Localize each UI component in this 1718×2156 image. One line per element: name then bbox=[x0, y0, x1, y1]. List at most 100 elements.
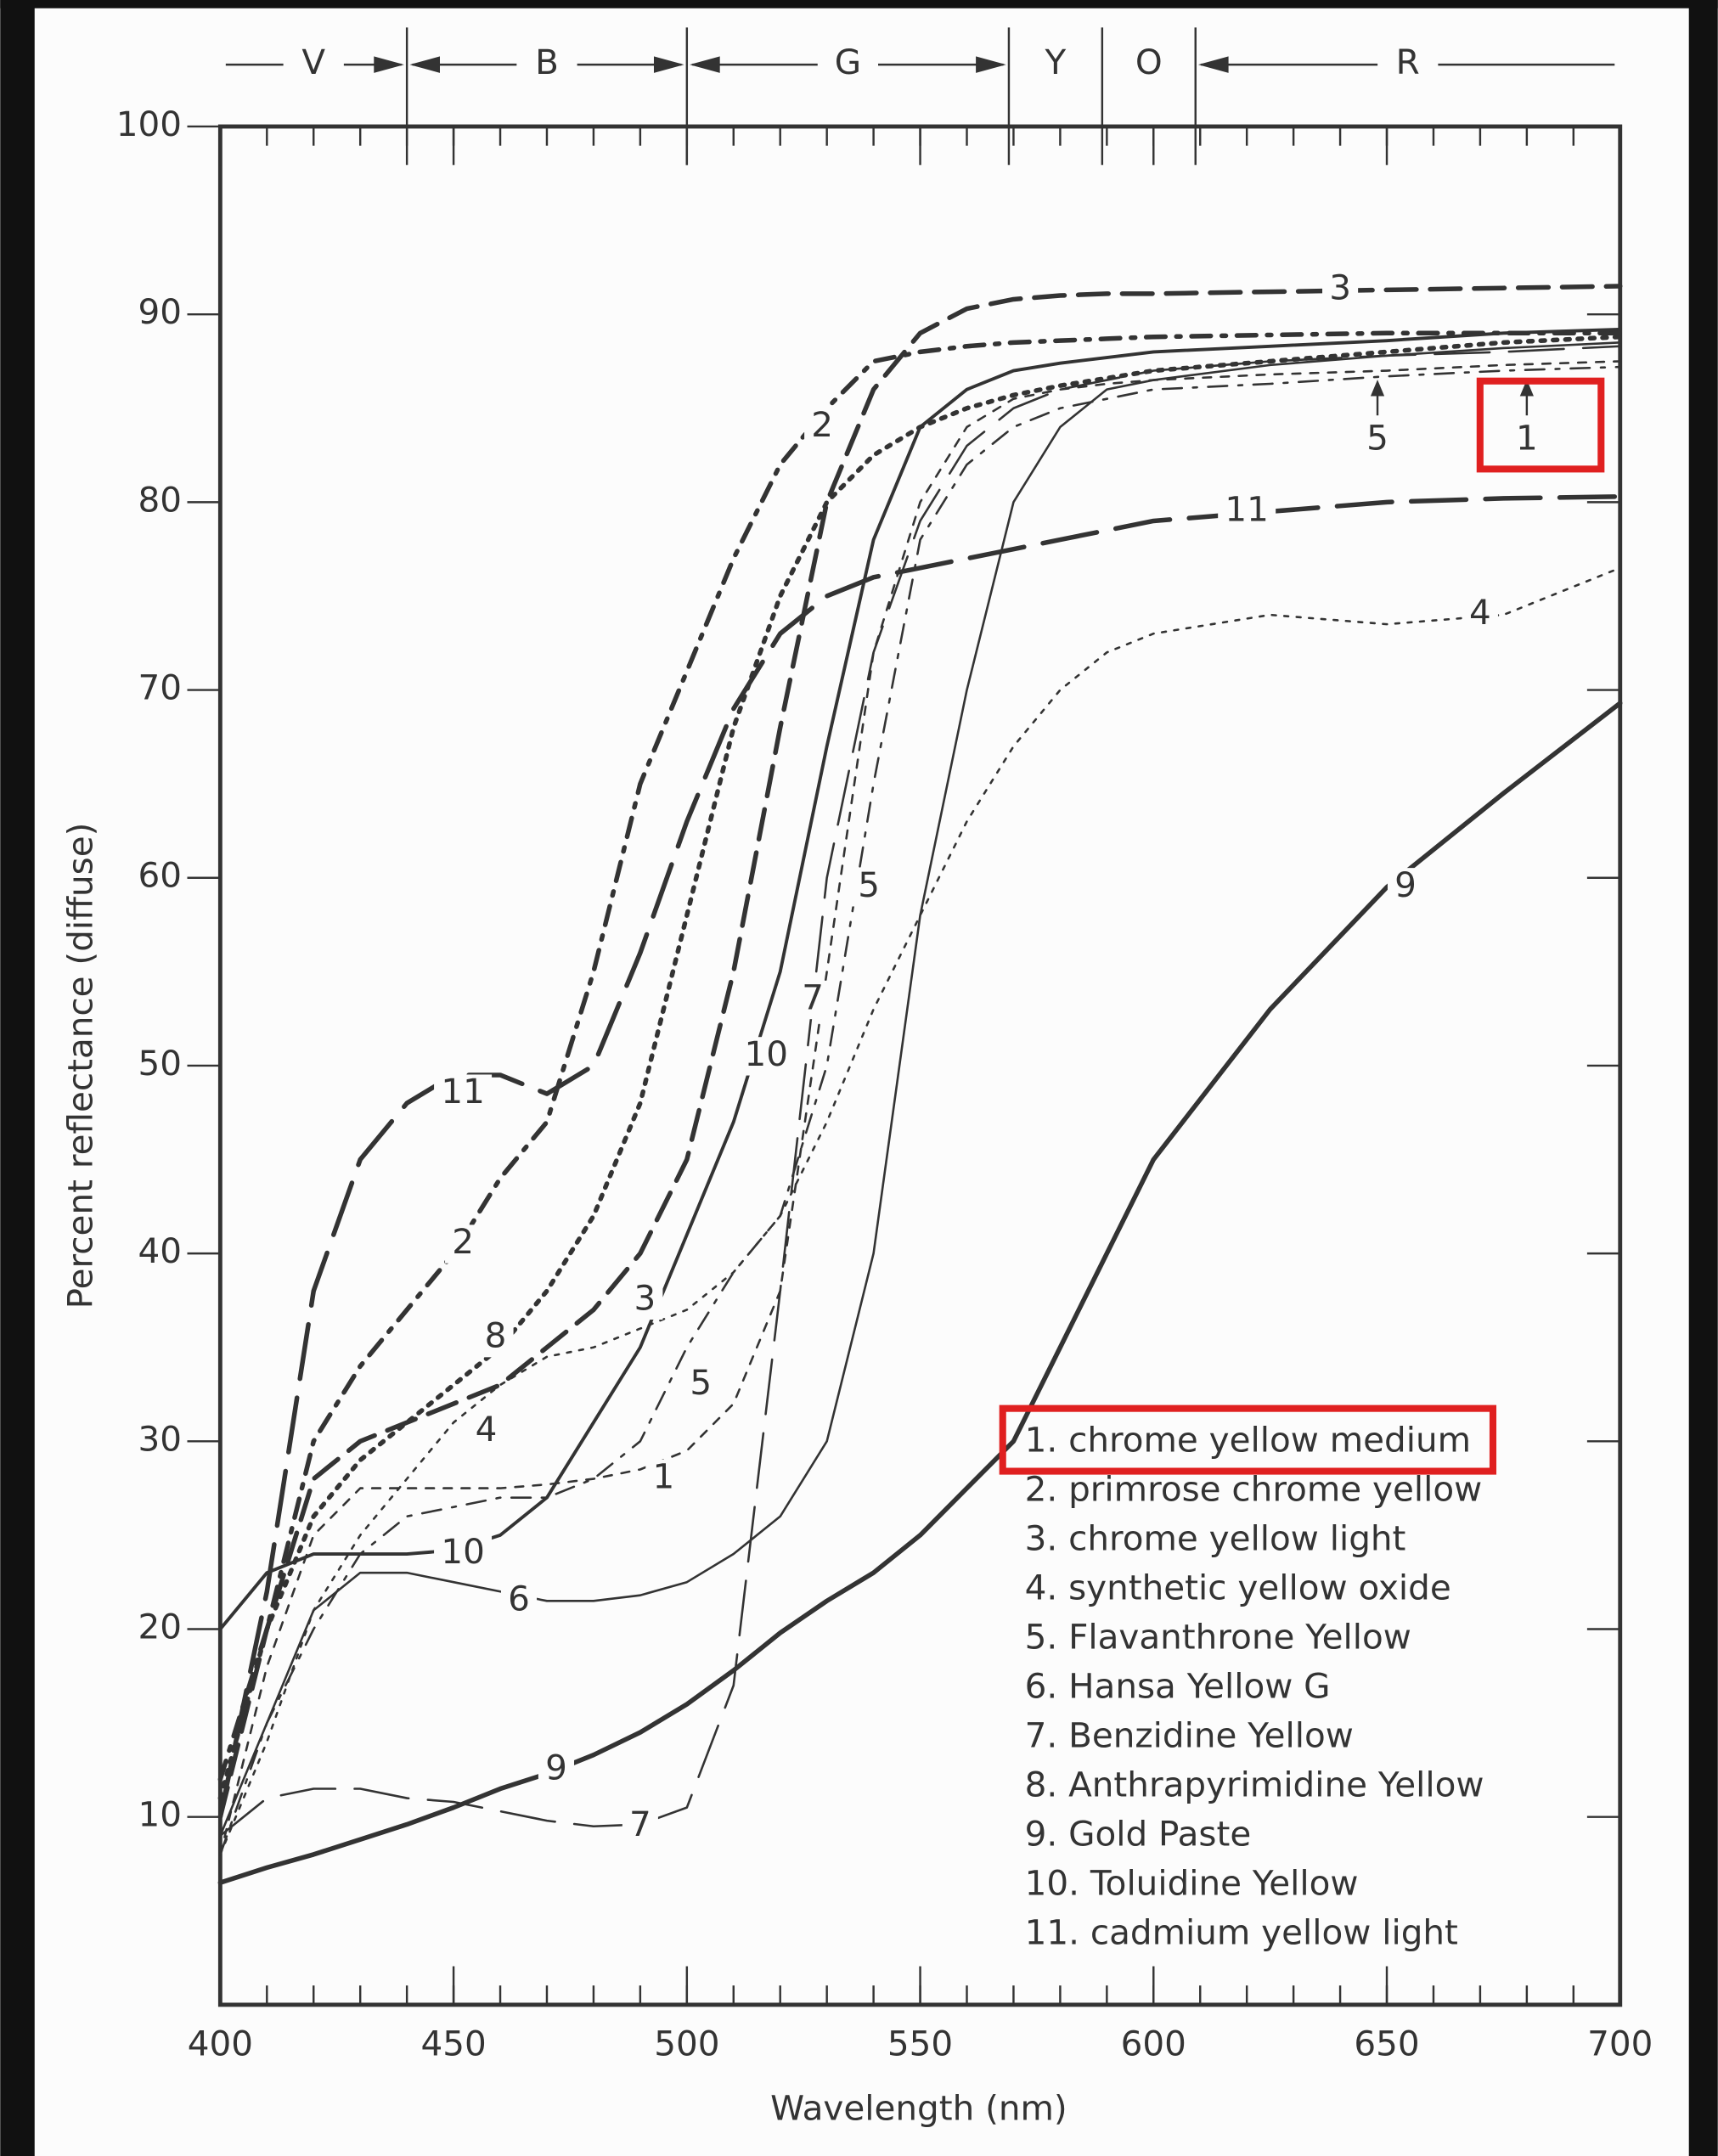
annotation-bg bbox=[627, 1281, 663, 1320]
y-tick-label: 10 bbox=[138, 1794, 183, 1835]
x-tick-label: 600 bbox=[1121, 2023, 1186, 2063]
annotation: 8 bbox=[485, 1315, 507, 1356]
legend-entry: 3. chrome yellow light bbox=[1025, 1518, 1406, 1559]
legend-entry: 11. cadmium yellow light bbox=[1025, 1911, 1458, 1952]
y-tick-label: 100 bbox=[116, 104, 182, 144]
arrow-head bbox=[690, 56, 720, 73]
annotation: 2 bbox=[452, 1221, 474, 1262]
annotation: 1 bbox=[652, 1456, 674, 1497]
legend-entry: 10. Toluidine Yellow bbox=[1025, 1862, 1359, 1903]
annotation: 3 bbox=[634, 1277, 656, 1318]
annotation-bg bbox=[737, 1037, 796, 1076]
legend-entry: 4. synthetic yellow oxide bbox=[1025, 1568, 1451, 1608]
annotation-bg bbox=[1322, 270, 1359, 310]
annotation-bg bbox=[477, 1318, 514, 1358]
arrow-head bbox=[976, 56, 1006, 73]
annotation: 7 bbox=[802, 977, 824, 1018]
annotation: 1 bbox=[1516, 417, 1538, 458]
y-axis-label: Percent reflectance (diffuse) bbox=[59, 823, 100, 1309]
x-tick-label: 500 bbox=[654, 2023, 719, 2063]
right-edge bbox=[1688, 0, 1718, 2156]
y-tick-label: 80 bbox=[138, 479, 183, 520]
annotation-bg bbox=[1218, 492, 1276, 532]
annotation-bg bbox=[538, 1750, 575, 1790]
annotation: 10 bbox=[744, 1033, 788, 1074]
legend-entry: 9. Gold Paste bbox=[1025, 1813, 1252, 1854]
left-edge bbox=[0, 0, 35, 2156]
band-label: V bbox=[301, 42, 325, 82]
annotation: 5 bbox=[690, 1362, 712, 1403]
legend-entry: 5. Flavanthrone Yellow bbox=[1025, 1616, 1411, 1657]
x-tick-label: 450 bbox=[420, 2023, 486, 2063]
annotation: 10 bbox=[441, 1531, 485, 1572]
annotation-bg bbox=[622, 1807, 658, 1846]
y-tick-label: 20 bbox=[138, 1606, 183, 1647]
legend-entry: 6. Hansa Yellow G bbox=[1025, 1665, 1331, 1706]
top-edge bbox=[0, 0, 1718, 8]
series-line bbox=[219, 345, 1622, 1838]
x-tick-label: 700 bbox=[1587, 2023, 1653, 2063]
y-tick-label: 40 bbox=[138, 1230, 183, 1271]
annotation: 4 bbox=[476, 1409, 498, 1450]
arrow-head bbox=[409, 56, 441, 73]
legend-entry: 2. primrose chrome yellow bbox=[1025, 1469, 1483, 1510]
y-tick-label: 70 bbox=[138, 667, 183, 708]
x-tick-label: 400 bbox=[188, 2023, 253, 2063]
annotation-bg bbox=[804, 408, 841, 447]
series-line bbox=[217, 701, 1623, 1885]
annotation: 11 bbox=[1225, 488, 1269, 529]
band-label: R bbox=[1396, 42, 1420, 82]
x-axis-label: Wavelength (nm) bbox=[770, 2088, 1067, 2129]
x-tick-label: 650 bbox=[1354, 2023, 1419, 2063]
band-label: Y bbox=[1045, 42, 1067, 82]
legend-entry: 1. chrome yellow medium bbox=[1025, 1420, 1471, 1461]
band-label: G bbox=[835, 42, 861, 82]
annotation: 9 bbox=[545, 1747, 567, 1787]
series-line bbox=[218, 327, 1622, 1631]
annotation-bg bbox=[1359, 420, 1396, 460]
annotation-bg bbox=[851, 868, 887, 907]
series-line bbox=[217, 493, 1623, 1820]
y-tick-label: 30 bbox=[138, 1418, 183, 1459]
annotation-bg bbox=[500, 1581, 538, 1620]
annotation-bg bbox=[1387, 868, 1424, 907]
annotation-bg bbox=[445, 1224, 482, 1264]
annotation-bg bbox=[434, 1534, 493, 1573]
annotation: 4 bbox=[1469, 592, 1491, 633]
series-line bbox=[219, 341, 1622, 1838]
annotation: 7 bbox=[629, 1804, 651, 1844]
annotation-bg bbox=[1508, 420, 1545, 460]
y-tick-label: 60 bbox=[138, 855, 183, 896]
legend-entry: 7. Benzidine Yellow bbox=[1025, 1714, 1354, 1755]
annotation: 9 bbox=[1394, 864, 1417, 905]
annotation-bg bbox=[795, 980, 831, 1020]
arrow-head bbox=[1519, 380, 1534, 397]
band-label: B bbox=[535, 42, 559, 82]
y-tick-label: 90 bbox=[138, 291, 183, 332]
annotation-bg bbox=[645, 1459, 682, 1499]
annotation: 5 bbox=[858, 864, 880, 905]
highlight-box bbox=[1476, 377, 1605, 473]
annotation: 5 bbox=[1366, 417, 1388, 458]
legend-entry: 8. Anthrapyrimidine Yellow bbox=[1025, 1764, 1484, 1804]
annotation: 6 bbox=[508, 1578, 530, 1618]
arrow-head bbox=[374, 56, 404, 73]
annotation: 2 bbox=[811, 404, 833, 445]
x-tick-label: 550 bbox=[887, 2023, 953, 2063]
y-tick-label: 50 bbox=[138, 1043, 183, 1084]
annotation-bg bbox=[683, 1365, 719, 1404]
series-line bbox=[219, 365, 1622, 1856]
annotation-bg bbox=[434, 1074, 493, 1113]
annotation: 11 bbox=[441, 1071, 485, 1112]
band-label: O bbox=[1135, 42, 1163, 82]
series-line bbox=[217, 330, 1623, 1782]
annotation-bg bbox=[468, 1412, 504, 1451]
arrow-head bbox=[653, 56, 684, 73]
highlight-box bbox=[999, 1404, 1497, 1475]
annotation: 3 bbox=[1329, 267, 1351, 307]
arrow-head bbox=[1197, 56, 1229, 73]
arrow-head bbox=[1370, 380, 1385, 397]
